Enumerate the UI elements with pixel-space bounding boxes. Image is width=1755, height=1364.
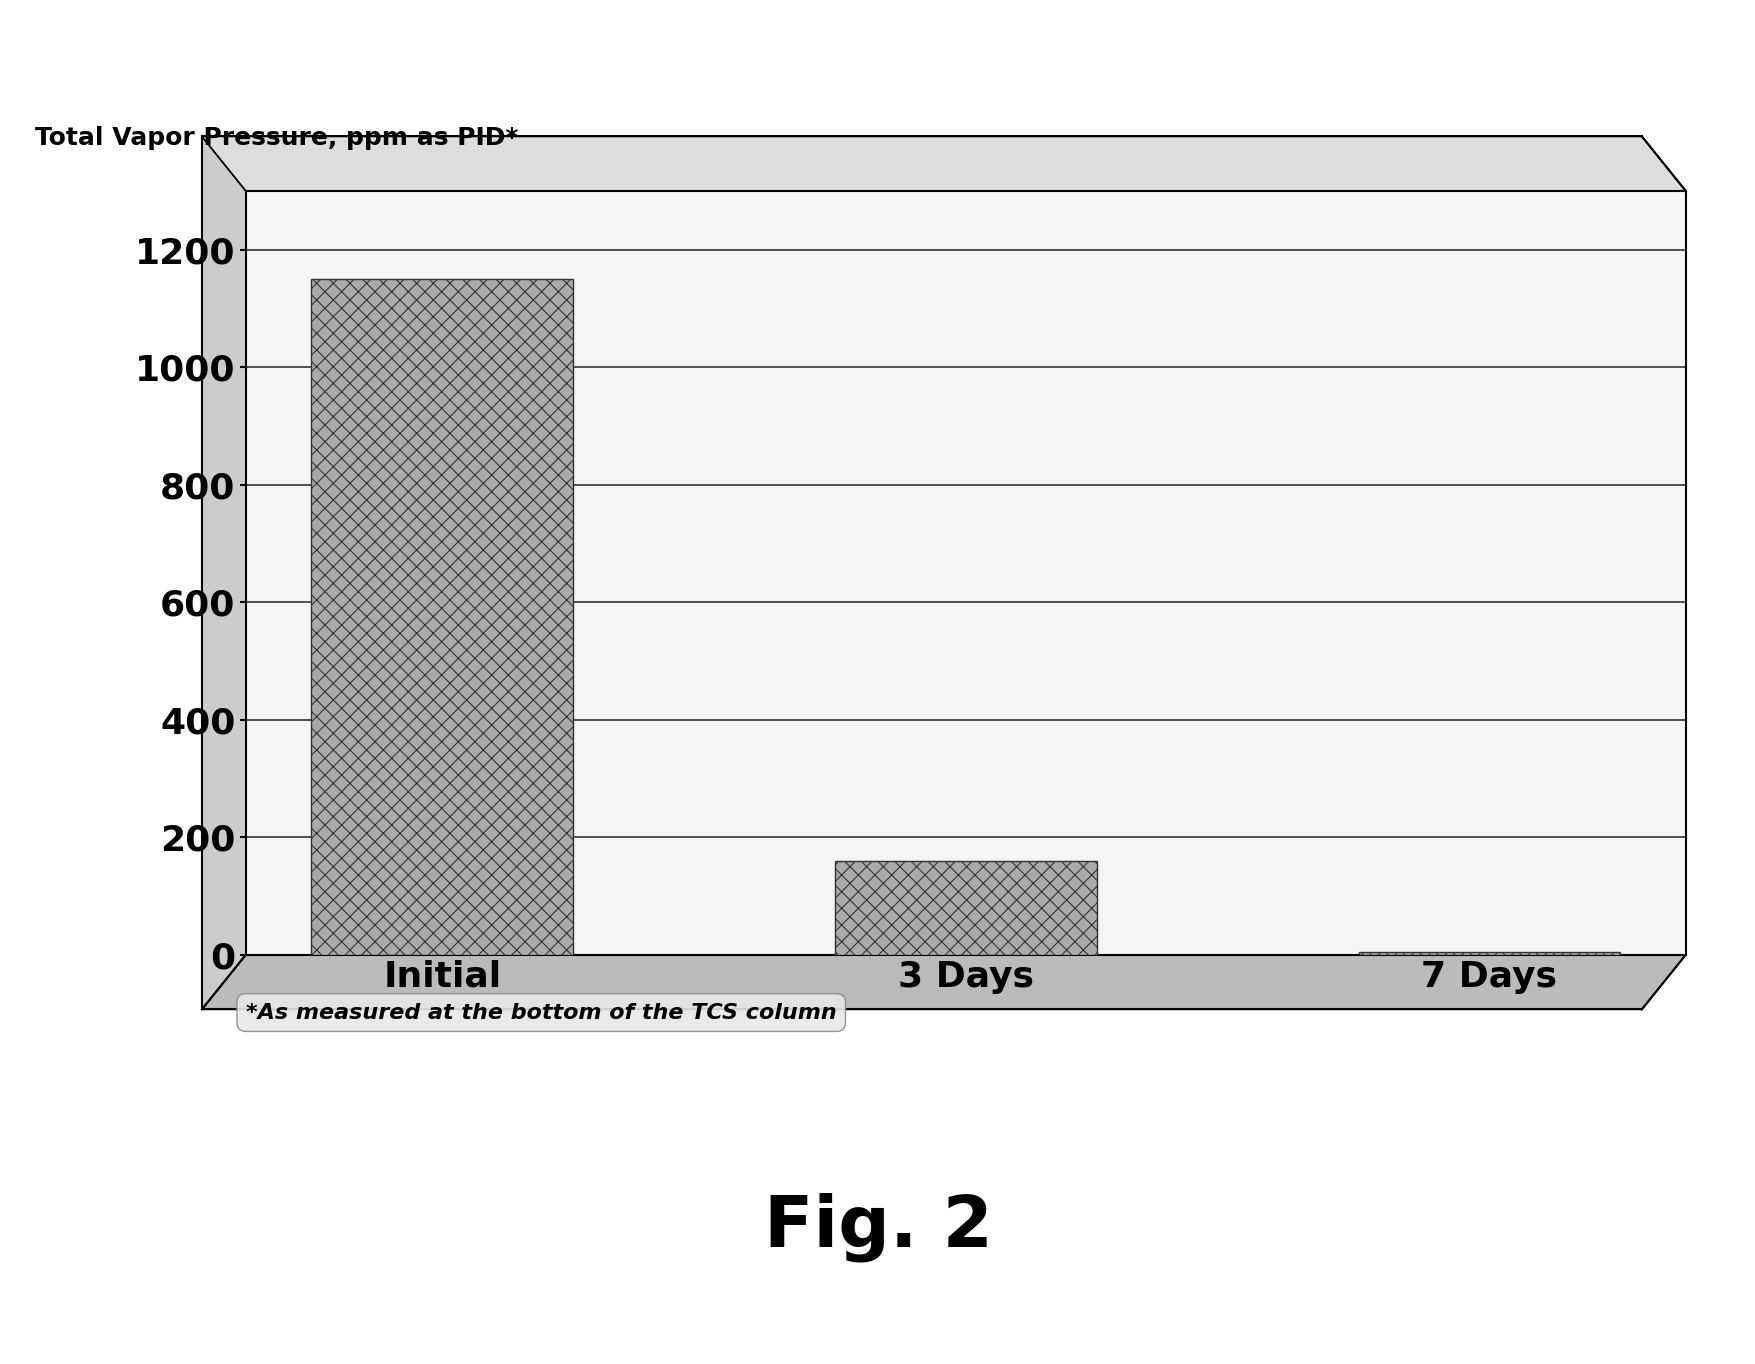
Bar <box>311 280 572 955</box>
Text: Total Vapor Pressure, ppm as PID*: Total Vapor Pressure, ppm as PID* <box>35 125 518 150</box>
Bar <box>834 861 1097 955</box>
Text: *As measured at the bottom of the TCS column: *As measured at the bottom of the TCS co… <box>246 1003 835 1023</box>
Text: Fig. 2: Fig. 2 <box>763 1194 992 1262</box>
Bar <box>1358 952 1620 955</box>
